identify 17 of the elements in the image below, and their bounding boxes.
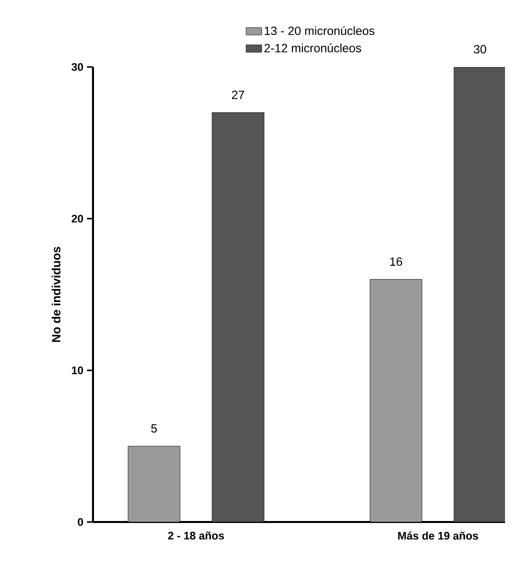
legend-label: 2-12 micronúcleos <box>264 43 362 52</box>
x-tick-label: Más de 19 años <box>398 532 478 540</box>
legend-label: 13 - 20 micronúcleos <box>264 26 374 36</box>
y-tick-label: 20 <box>72 214 84 223</box>
data-label: 5 <box>151 424 157 433</box>
y-axis-title: No de individuos <box>52 246 60 342</box>
y-tick-label: 0 <box>78 518 84 526</box>
data-label: 30 <box>474 45 486 54</box>
bar <box>454 66 506 522</box>
data-label: 27 <box>232 90 244 99</box>
y-tick-label: 30 <box>72 63 84 71</box>
x-tick-label: 2 - 18 años <box>168 532 224 540</box>
bar <box>212 112 264 522</box>
y-tick-label: 10 <box>72 366 84 374</box>
data-label: 16 <box>390 257 402 266</box>
bar <box>128 446 180 522</box>
bar <box>370 279 422 522</box>
